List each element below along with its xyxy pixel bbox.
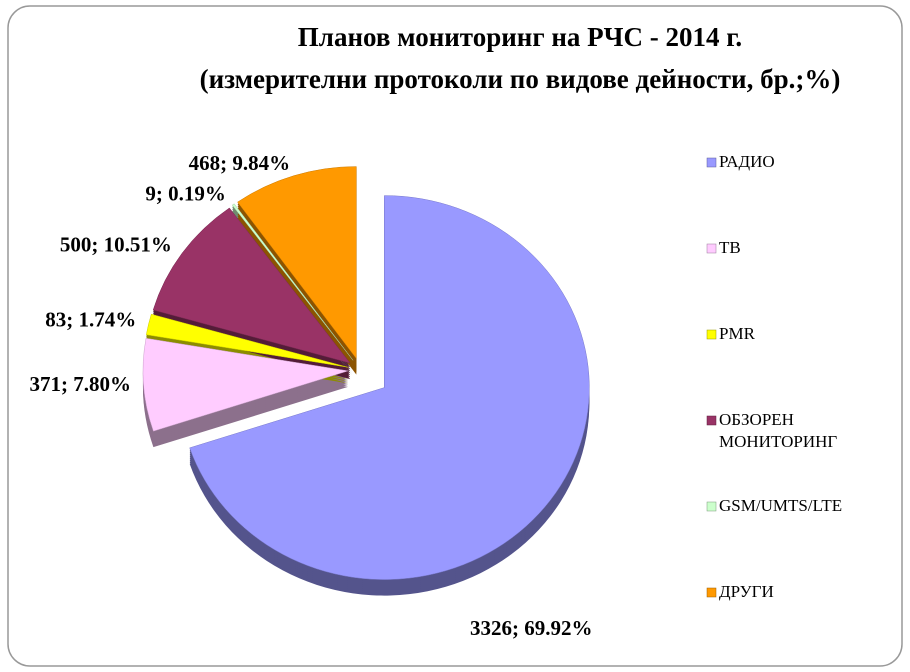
pie-slice bbox=[145, 313, 349, 368]
chart-subtitle: (измерителни протоколи по видове дейност… bbox=[200, 64, 841, 94]
legend-swatch bbox=[706, 157, 717, 168]
data-label: 9; 0.19% bbox=[145, 181, 226, 205]
pie-slice bbox=[237, 166, 357, 360]
legend-label: PMR bbox=[719, 324, 756, 343]
pie-tops bbox=[142, 166, 590, 580]
pie-slice bbox=[231, 203, 354, 361]
data-label: 500; 10.51% bbox=[60, 233, 172, 257]
legend-swatch bbox=[706, 243, 717, 254]
legend-label: ДРУГИ bbox=[719, 582, 774, 601]
legend-swatch bbox=[706, 329, 717, 340]
legend-swatch bbox=[706, 501, 717, 512]
data-label: 3326; 69.92% bbox=[470, 616, 593, 640]
pie-slice bbox=[142, 337, 349, 432]
legend-label: ОБЗОРЕН МОНИТОРИНГ bbox=[719, 410, 837, 451]
data-label: 371; 7.80% bbox=[30, 372, 132, 396]
legend-label: РАДИО bbox=[719, 152, 775, 171]
data-label: 83; 1.74% bbox=[45, 308, 136, 332]
legend-swatch bbox=[706, 415, 717, 426]
pie-slice bbox=[152, 207, 351, 364]
legend-label: GSM/UMTS/LTE bbox=[719, 496, 842, 515]
pie-slice bbox=[189, 195, 590, 580]
legend-swatch bbox=[706, 587, 717, 598]
chart-title: Планов мониторинг на РЧС - 2014 г. bbox=[298, 22, 742, 52]
data-label: 468; 9.84% bbox=[189, 151, 291, 175]
legend-label: ТВ bbox=[719, 238, 741, 257]
